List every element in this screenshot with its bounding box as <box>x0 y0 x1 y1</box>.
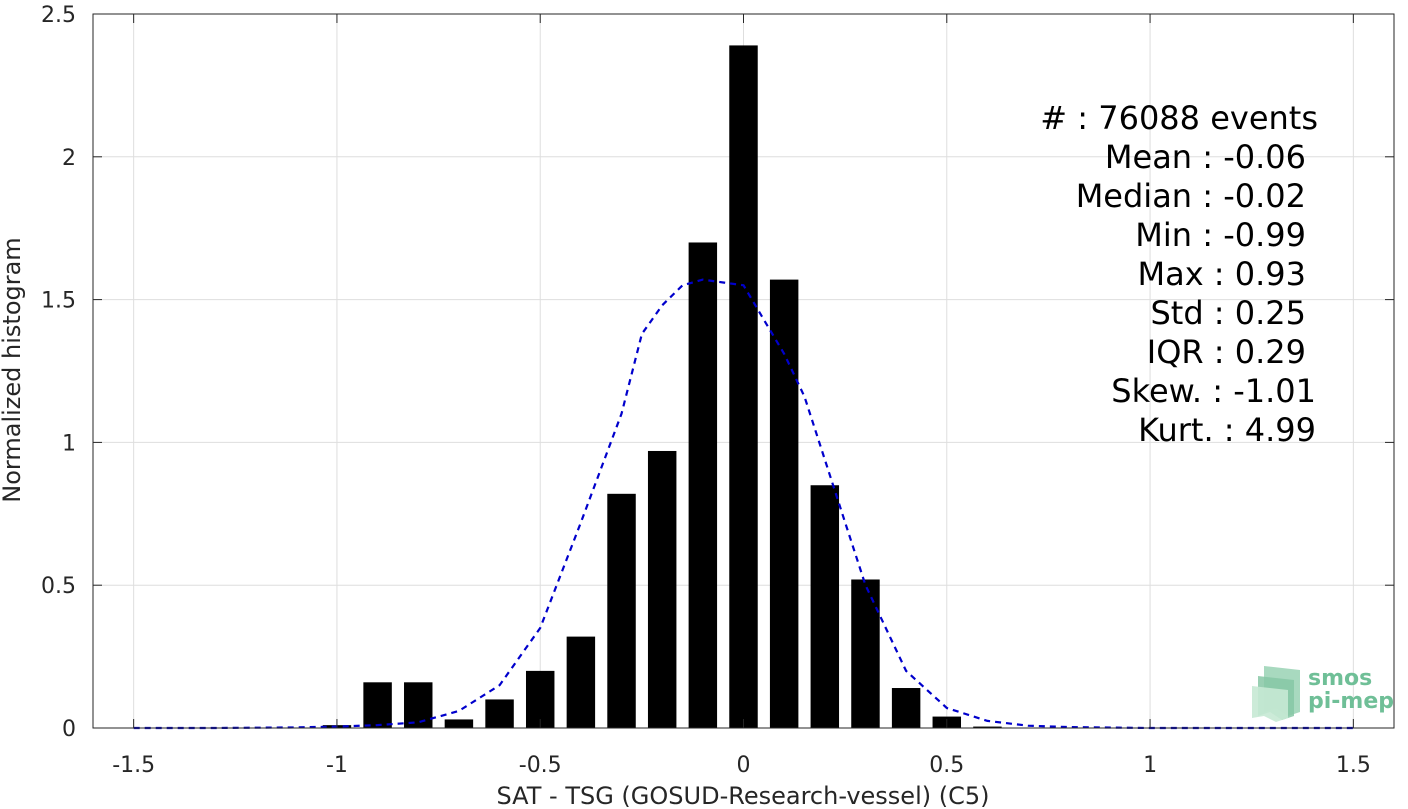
stat-line: Min : -0.99 <box>1135 216 1306 254</box>
y-tick-label: 1.5 <box>41 289 76 314</box>
x-tick-label: 0.5 <box>929 753 964 778</box>
stat-line: Mean : -0.06 <box>1105 138 1306 176</box>
histogram-bar <box>891 688 921 728</box>
histogram-bar <box>444 719 474 728</box>
logo-text-pimep: pi-mep <box>1308 689 1394 714</box>
x-tick-label: 0 <box>737 753 751 778</box>
stat-line: Max : 0.93 <box>1137 255 1306 293</box>
x-tick-label: 1.5 <box>1336 753 1371 778</box>
y-tick-label: 0.5 <box>41 574 76 599</box>
fit-line <box>133 278 1354 730</box>
y-tick-label: 0 <box>62 717 76 742</box>
stat-line: Std : 0.25 <box>1150 294 1306 332</box>
stat-line: # : 76088 events <box>1040 99 1318 137</box>
histogram-bar <box>363 682 392 728</box>
logo-text-smos: smos <box>1308 666 1372 691</box>
histogram-bar <box>729 45 758 728</box>
x-tick-label: 1 <box>1143 753 1157 778</box>
y-tick-label: 2 <box>62 146 76 171</box>
histogram-bar <box>851 579 880 728</box>
histogram-bar <box>566 636 596 728</box>
y-tick-label: 2.5 <box>41 3 76 28</box>
histogram-bar <box>485 699 514 728</box>
stat-line: Median : -0.02 <box>1076 177 1306 215</box>
histogram-bar <box>973 726 1002 728</box>
stat-line: Kurt. : 4.99 <box>1138 411 1316 449</box>
x-tick-label: -0.5 <box>519 753 562 778</box>
fit-curve <box>133 278 1354 730</box>
x-tick-label: -1 <box>326 753 348 778</box>
histogram-bar <box>404 682 433 728</box>
histogram-bar <box>647 450 677 728</box>
smos-pi-mep-logo: smos pi-mep <box>1252 666 1394 722</box>
histogram-bar <box>688 242 718 729</box>
stat-line: IQR : 0.29 <box>1147 333 1306 371</box>
histogram-bar <box>607 493 636 728</box>
stat-line: Skew. : -1.01 <box>1111 372 1316 410</box>
axis-ticks: -1.5 -1 -0.5 0 0.5 1 1.5 0 0.5 1 1.5 2 2.5 <box>41 3 1394 778</box>
y-tick-label: 1 <box>62 431 76 456</box>
histogram-bar <box>525 670 555 728</box>
logo-wave-front <box>1252 686 1288 722</box>
x-tick-label: -1.5 <box>112 753 155 778</box>
histogram-bar <box>810 485 840 728</box>
x-axis-label: SAT - TSG (GOSUD-Research-vessel) (C5) <box>497 782 990 809</box>
y-axis-label: Normalized histogram <box>0 237 26 502</box>
histogram-bar <box>769 279 799 728</box>
